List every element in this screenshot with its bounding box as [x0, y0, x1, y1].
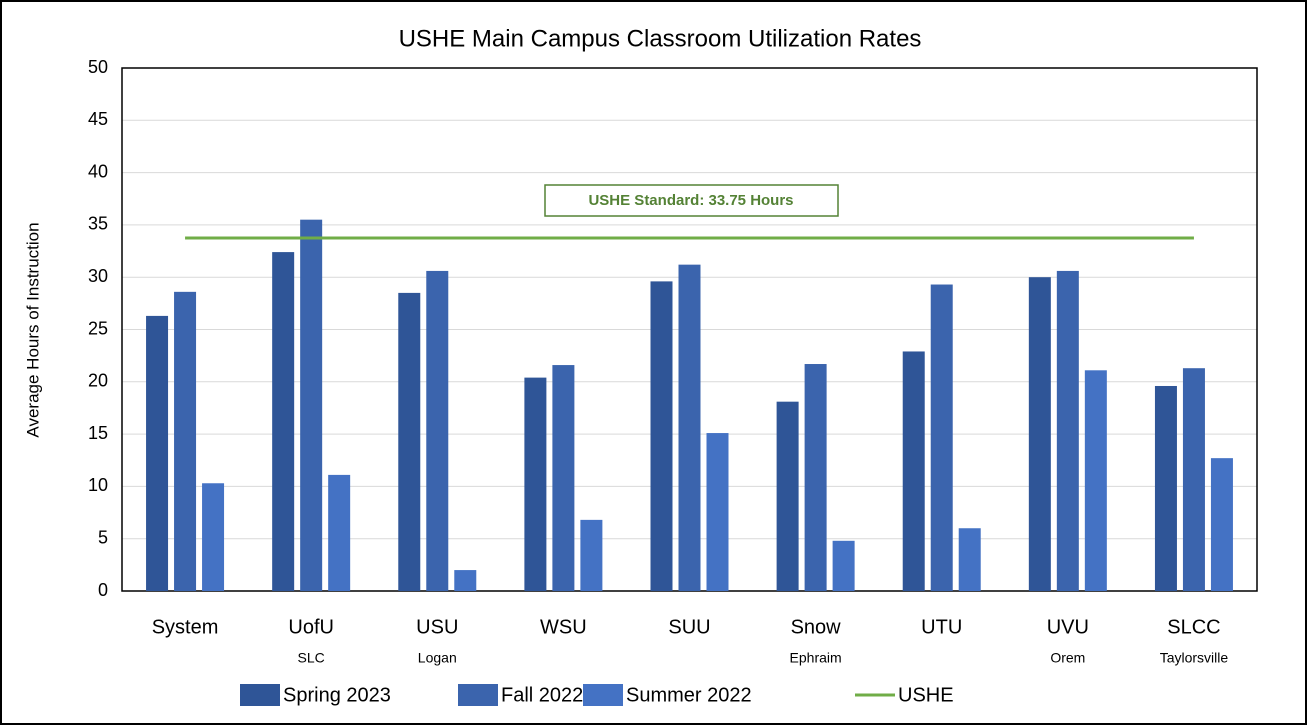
y-tick-label: 50 [88, 57, 108, 77]
x-tick-label: UVU [1047, 616, 1089, 638]
annotation-box [544, 184, 839, 217]
legend-label: Spring 2023 [283, 684, 391, 706]
y-tick-label: 35 [88, 214, 108, 234]
legend-swatch [583, 684, 623, 706]
bar [580, 519, 603, 591]
bar [552, 365, 575, 591]
x-sublabel: Taylorsville [1160, 650, 1229, 666]
bar [328, 474, 351, 591]
x-tick-label: UTU [921, 616, 962, 638]
y-tick-label: 45 [88, 109, 108, 129]
bar [804, 364, 827, 591]
bar [300, 219, 323, 592]
bar [776, 401, 799, 591]
x-tick-label: WSU [540, 616, 587, 638]
x-sublabel: Ephraim [790, 650, 842, 666]
bar [1084, 370, 1107, 591]
y-tick-label: 5 [98, 527, 108, 547]
bar [146, 315, 169, 591]
x-tick-label: SUU [668, 616, 710, 638]
x-tick-label: USU [416, 616, 458, 638]
annotation: USHE Standard: 33.75 Hours [588, 192, 793, 209]
bar [426, 270, 449, 591]
legend-label: Summer 2022 [626, 684, 752, 706]
chart-title: USHE Main Campus Classroom Utilization R… [399, 25, 922, 52]
y-tick-label: 15 [88, 423, 108, 443]
legend-label: Fall 2022 [501, 684, 583, 706]
y-tick-label: 25 [88, 318, 108, 338]
y-tick-label: 30 [88, 266, 108, 286]
y-tick-label: 20 [88, 371, 108, 391]
bar [930, 284, 953, 591]
bar [832, 540, 855, 591]
x-sublabel: Orem [1050, 650, 1085, 666]
bar [678, 264, 701, 591]
x-sublabel: Logan [418, 650, 457, 666]
bar [202, 483, 225, 591]
bar [650, 281, 673, 591]
legend-swatch [458, 684, 498, 706]
x-tick-label: Snow [791, 616, 842, 638]
x-tick-label: System [152, 616, 219, 638]
bar [1154, 385, 1177, 591]
bar [174, 291, 197, 591]
legend-label: USHE [898, 684, 954, 706]
y-axis-label: Average Hours of Instruction [23, 222, 42, 437]
bar [1028, 277, 1051, 591]
y-tick-label: 0 [98, 580, 108, 600]
bar [1056, 270, 1079, 591]
bar [272, 252, 295, 591]
bar [454, 570, 477, 591]
x-tick-label: SLCC [1167, 616, 1220, 638]
bar [1210, 458, 1233, 591]
x-sublabel: SLC [298, 650, 325, 666]
y-tick-label: 10 [88, 475, 108, 495]
bar [902, 351, 925, 591]
bar [706, 433, 729, 591]
y-tick-label: 40 [88, 161, 108, 181]
bar [398, 292, 421, 591]
bar [958, 528, 981, 591]
x-tick-label: UofU [288, 616, 334, 638]
legend-swatch [240, 684, 280, 706]
bar [1182, 368, 1205, 591]
bar [524, 377, 547, 591]
